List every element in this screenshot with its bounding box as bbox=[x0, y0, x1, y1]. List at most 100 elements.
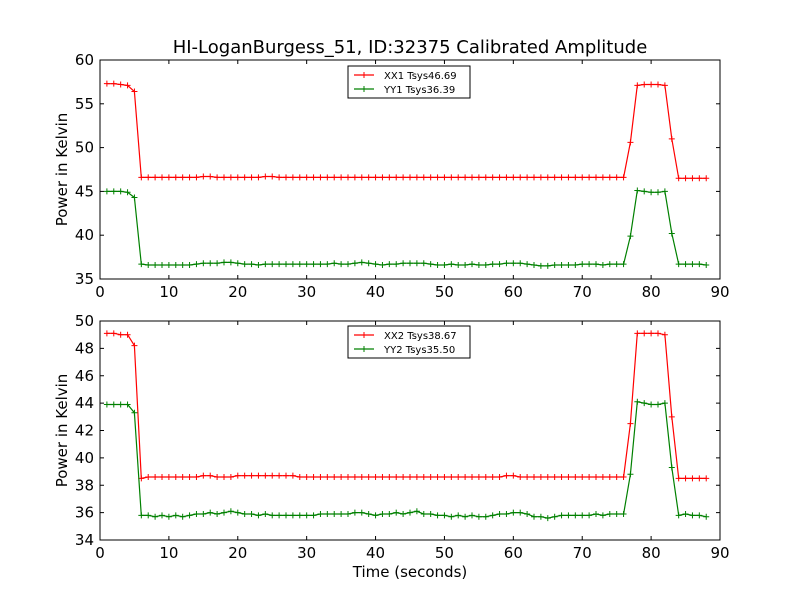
data-point bbox=[696, 475, 703, 482]
data-point bbox=[152, 474, 159, 481]
data-point bbox=[517, 174, 524, 181]
data-point bbox=[255, 472, 262, 479]
data-point bbox=[551, 174, 558, 181]
data-point bbox=[565, 261, 572, 268]
data-point bbox=[531, 474, 537, 481]
data-point bbox=[110, 330, 117, 337]
data-point bbox=[165, 261, 172, 268]
bottom-panel: 0 10 20 30 40 50 60 70 80 90 34 36 38 40 42 44 46 48 50 Pow… bbox=[53, 312, 730, 581]
data-point bbox=[434, 512, 441, 519]
legend-label: XX2 Tsys38.67 bbox=[384, 331, 457, 342]
data-point bbox=[427, 474, 434, 481]
data-point bbox=[503, 472, 510, 479]
data-point bbox=[283, 261, 289, 268]
y-tick-label: 40 bbox=[75, 449, 94, 467]
data-point bbox=[276, 261, 283, 268]
data-point bbox=[165, 513, 172, 520]
data-point bbox=[469, 512, 475, 519]
data-point bbox=[289, 174, 296, 181]
data-point bbox=[124, 189, 131, 196]
data-point bbox=[475, 261, 482, 268]
data-point bbox=[627, 471, 634, 478]
data-point bbox=[620, 174, 627, 181]
data-point bbox=[586, 474, 593, 481]
data-point bbox=[145, 474, 152, 481]
data-point bbox=[338, 174, 345, 181]
data-point bbox=[462, 513, 469, 520]
data-point bbox=[117, 188, 124, 195]
data-point bbox=[248, 472, 255, 479]
data-point bbox=[365, 510, 372, 517]
data-point bbox=[131, 409, 138, 416]
y-tick-label: 50 bbox=[75, 312, 94, 330]
data-point bbox=[510, 509, 517, 516]
data-point bbox=[124, 331, 131, 338]
data-point bbox=[675, 512, 682, 519]
data-point bbox=[372, 261, 379, 268]
data-point bbox=[186, 261, 193, 268]
data-point bbox=[496, 174, 503, 181]
data-point bbox=[510, 260, 517, 267]
data-point bbox=[427, 261, 434, 268]
data-point bbox=[448, 513, 455, 520]
data-point bbox=[159, 261, 165, 268]
data-point bbox=[593, 174, 599, 181]
data-point bbox=[620, 474, 627, 481]
data-point bbox=[544, 174, 551, 181]
data-point bbox=[138, 261, 145, 268]
data-point bbox=[207, 509, 214, 516]
data-point bbox=[668, 413, 675, 420]
data-point bbox=[558, 512, 565, 519]
data-point bbox=[627, 420, 634, 427]
data-point bbox=[641, 400, 648, 407]
data-point bbox=[110, 401, 117, 408]
data-point bbox=[289, 472, 296, 479]
data-point bbox=[661, 188, 668, 195]
data-point bbox=[407, 174, 413, 181]
data-point bbox=[221, 509, 227, 516]
x-tick-label: 80 bbox=[642, 544, 661, 562]
data-point bbox=[420, 510, 427, 517]
data-point bbox=[138, 174, 145, 181]
data-point bbox=[214, 174, 221, 181]
data-point bbox=[172, 512, 179, 519]
y-tick-label: 45 bbox=[75, 182, 94, 200]
data-point bbox=[234, 260, 241, 267]
data-point bbox=[689, 175, 696, 182]
data-point bbox=[682, 261, 689, 268]
data-point bbox=[179, 474, 186, 481]
data-point bbox=[117, 401, 124, 408]
x-tick-label: 10 bbox=[159, 544, 178, 562]
data-point bbox=[193, 510, 200, 517]
x-tick-label: 80 bbox=[642, 283, 661, 301]
data-point bbox=[331, 174, 338, 181]
data-point bbox=[379, 261, 386, 268]
data-point bbox=[675, 175, 682, 182]
data-point bbox=[655, 401, 661, 408]
data-point bbox=[620, 261, 627, 268]
data-point bbox=[186, 474, 193, 481]
x-tick-label: 20 bbox=[228, 544, 247, 562]
data-point bbox=[524, 510, 531, 517]
data-point bbox=[393, 509, 400, 516]
data-point bbox=[448, 261, 455, 268]
data-point bbox=[593, 474, 599, 481]
data-point bbox=[469, 474, 475, 481]
data-point bbox=[489, 174, 496, 181]
x-tick-label: 30 bbox=[297, 283, 316, 301]
data-point bbox=[469, 261, 475, 268]
data-point bbox=[682, 510, 689, 517]
data-point bbox=[331, 474, 338, 481]
x-tick-label: 30 bbox=[297, 544, 316, 562]
data-point bbox=[214, 510, 221, 517]
legend-box bbox=[347, 65, 471, 99]
data-point bbox=[407, 509, 413, 516]
data-point bbox=[200, 510, 207, 517]
data-point bbox=[255, 174, 262, 181]
data-point bbox=[441, 174, 448, 181]
data-point bbox=[234, 174, 241, 181]
data-point bbox=[544, 262, 551, 269]
data-point bbox=[372, 512, 379, 519]
data-point bbox=[648, 189, 655, 196]
y-tick-label: 38 bbox=[75, 476, 94, 494]
